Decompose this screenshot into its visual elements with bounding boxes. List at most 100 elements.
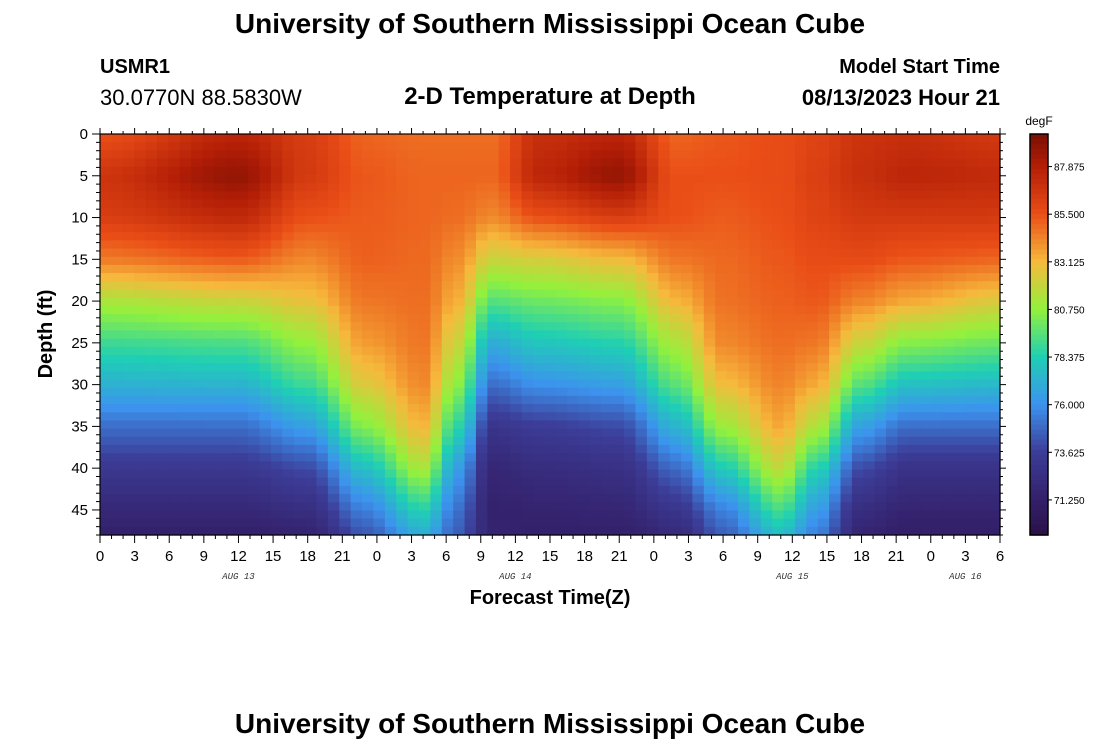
heat-cell	[703, 387, 716, 397]
heat-cell	[851, 469, 864, 479]
heat-cell	[601, 354, 614, 364]
heat-cell	[282, 297, 295, 307]
heat-cell	[794, 314, 807, 323]
heat-cell	[270, 150, 283, 160]
heat-cell	[931, 444, 944, 454]
heat-cell	[749, 477, 762, 487]
heat-cell	[886, 518, 899, 528]
heat-cell	[179, 379, 192, 389]
heat-cell	[191, 142, 204, 151]
heat-cell	[259, 183, 272, 192]
x-tick-label: 6	[719, 548, 727, 565]
heat-cell	[624, 477, 637, 487]
heat-cell	[168, 281, 181, 291]
colorbar-swatch	[1030, 374, 1048, 381]
heat-cell	[601, 191, 614, 201]
heat-cell	[156, 256, 169, 266]
heat-cell	[624, 354, 637, 364]
heat-cell	[635, 518, 648, 528]
heat-cell	[521, 215, 534, 225]
heat-cell	[840, 461, 853, 471]
heat-cell	[863, 469, 876, 479]
heat-cell	[829, 346, 842, 356]
heat-cell	[794, 289, 807, 299]
heat-cell	[624, 412, 637, 422]
heat-cell	[988, 264, 1001, 274]
heat-cell	[134, 502, 147, 512]
heat-cell	[396, 158, 409, 168]
heat-cell	[943, 526, 956, 536]
heat-cell	[988, 453, 1001, 462]
heat-cell	[567, 191, 580, 201]
heat-cell	[851, 256, 864, 266]
heat-cell	[156, 224, 169, 233]
heat-cell	[225, 363, 238, 372]
heat-cell	[851, 207, 864, 217]
heat-cell	[225, 354, 238, 364]
heat-cell	[635, 404, 648, 413]
heat-cell	[988, 150, 1001, 160]
heat-cell	[943, 232, 956, 241]
heat-cell	[464, 134, 477, 143]
heat-cell	[658, 215, 671, 225]
heat-cell	[760, 354, 773, 364]
heat-cell	[965, 477, 978, 487]
heat-cell	[191, 305, 204, 315]
heat-cell	[156, 404, 169, 413]
heat-cell	[362, 510, 375, 520]
heat-cell	[681, 510, 693, 520]
heat-cell	[612, 256, 625, 266]
heat-cell	[920, 232, 933, 241]
heat-cell	[498, 273, 511, 282]
heat-cell	[635, 134, 648, 143]
heat-cell	[122, 346, 135, 356]
heat-cell	[851, 314, 864, 323]
heat-cell	[658, 404, 671, 413]
heat-cell	[977, 264, 990, 274]
heat-cell	[886, 363, 899, 372]
heat-cell	[510, 183, 523, 192]
heat-cell	[521, 387, 534, 397]
heat-cell	[817, 387, 830, 397]
heat-cell	[589, 134, 602, 143]
heat-cell	[874, 387, 887, 397]
heat-cell	[202, 387, 215, 397]
heat-cell	[897, 240, 910, 250]
heat-cell	[829, 224, 842, 233]
heat-cell	[840, 232, 853, 241]
heat-cell	[646, 174, 659, 184]
heat-cell	[817, 477, 830, 487]
heat-cell	[179, 207, 192, 217]
x-tick-label: 21	[888, 548, 905, 565]
colorbar-swatch	[1030, 234, 1048, 240]
heat-cell	[658, 510, 671, 520]
heat-cell	[430, 215, 443, 225]
heat-cell	[601, 264, 614, 274]
heat-cell	[851, 273, 864, 282]
heat-cell	[965, 404, 978, 413]
heat-cell	[145, 305, 158, 315]
heat-cell	[407, 469, 420, 479]
heat-cell	[567, 395, 580, 405]
heat-cell	[874, 305, 887, 315]
heat-cell	[191, 338, 204, 348]
heat-cell	[578, 248, 591, 258]
heat-cell	[510, 363, 523, 372]
heat-cell	[225, 142, 238, 151]
heat-cell	[954, 191, 967, 201]
heat-cell	[965, 379, 978, 389]
heat-cell	[555, 322, 568, 331]
heat-cell	[510, 134, 523, 143]
heat-cell	[111, 297, 124, 307]
heat-cell	[977, 379, 990, 389]
heat-cell	[259, 444, 272, 454]
heat-cell	[487, 444, 500, 454]
colorbar-swatch	[1030, 439, 1048, 446]
heat-cell	[407, 289, 420, 299]
heat-cell	[282, 322, 295, 331]
heat-cell	[441, 207, 454, 217]
heat-cell	[464, 379, 477, 389]
heat-cell	[965, 150, 978, 160]
heat-cell	[601, 518, 614, 528]
heat-cell	[418, 191, 431, 201]
